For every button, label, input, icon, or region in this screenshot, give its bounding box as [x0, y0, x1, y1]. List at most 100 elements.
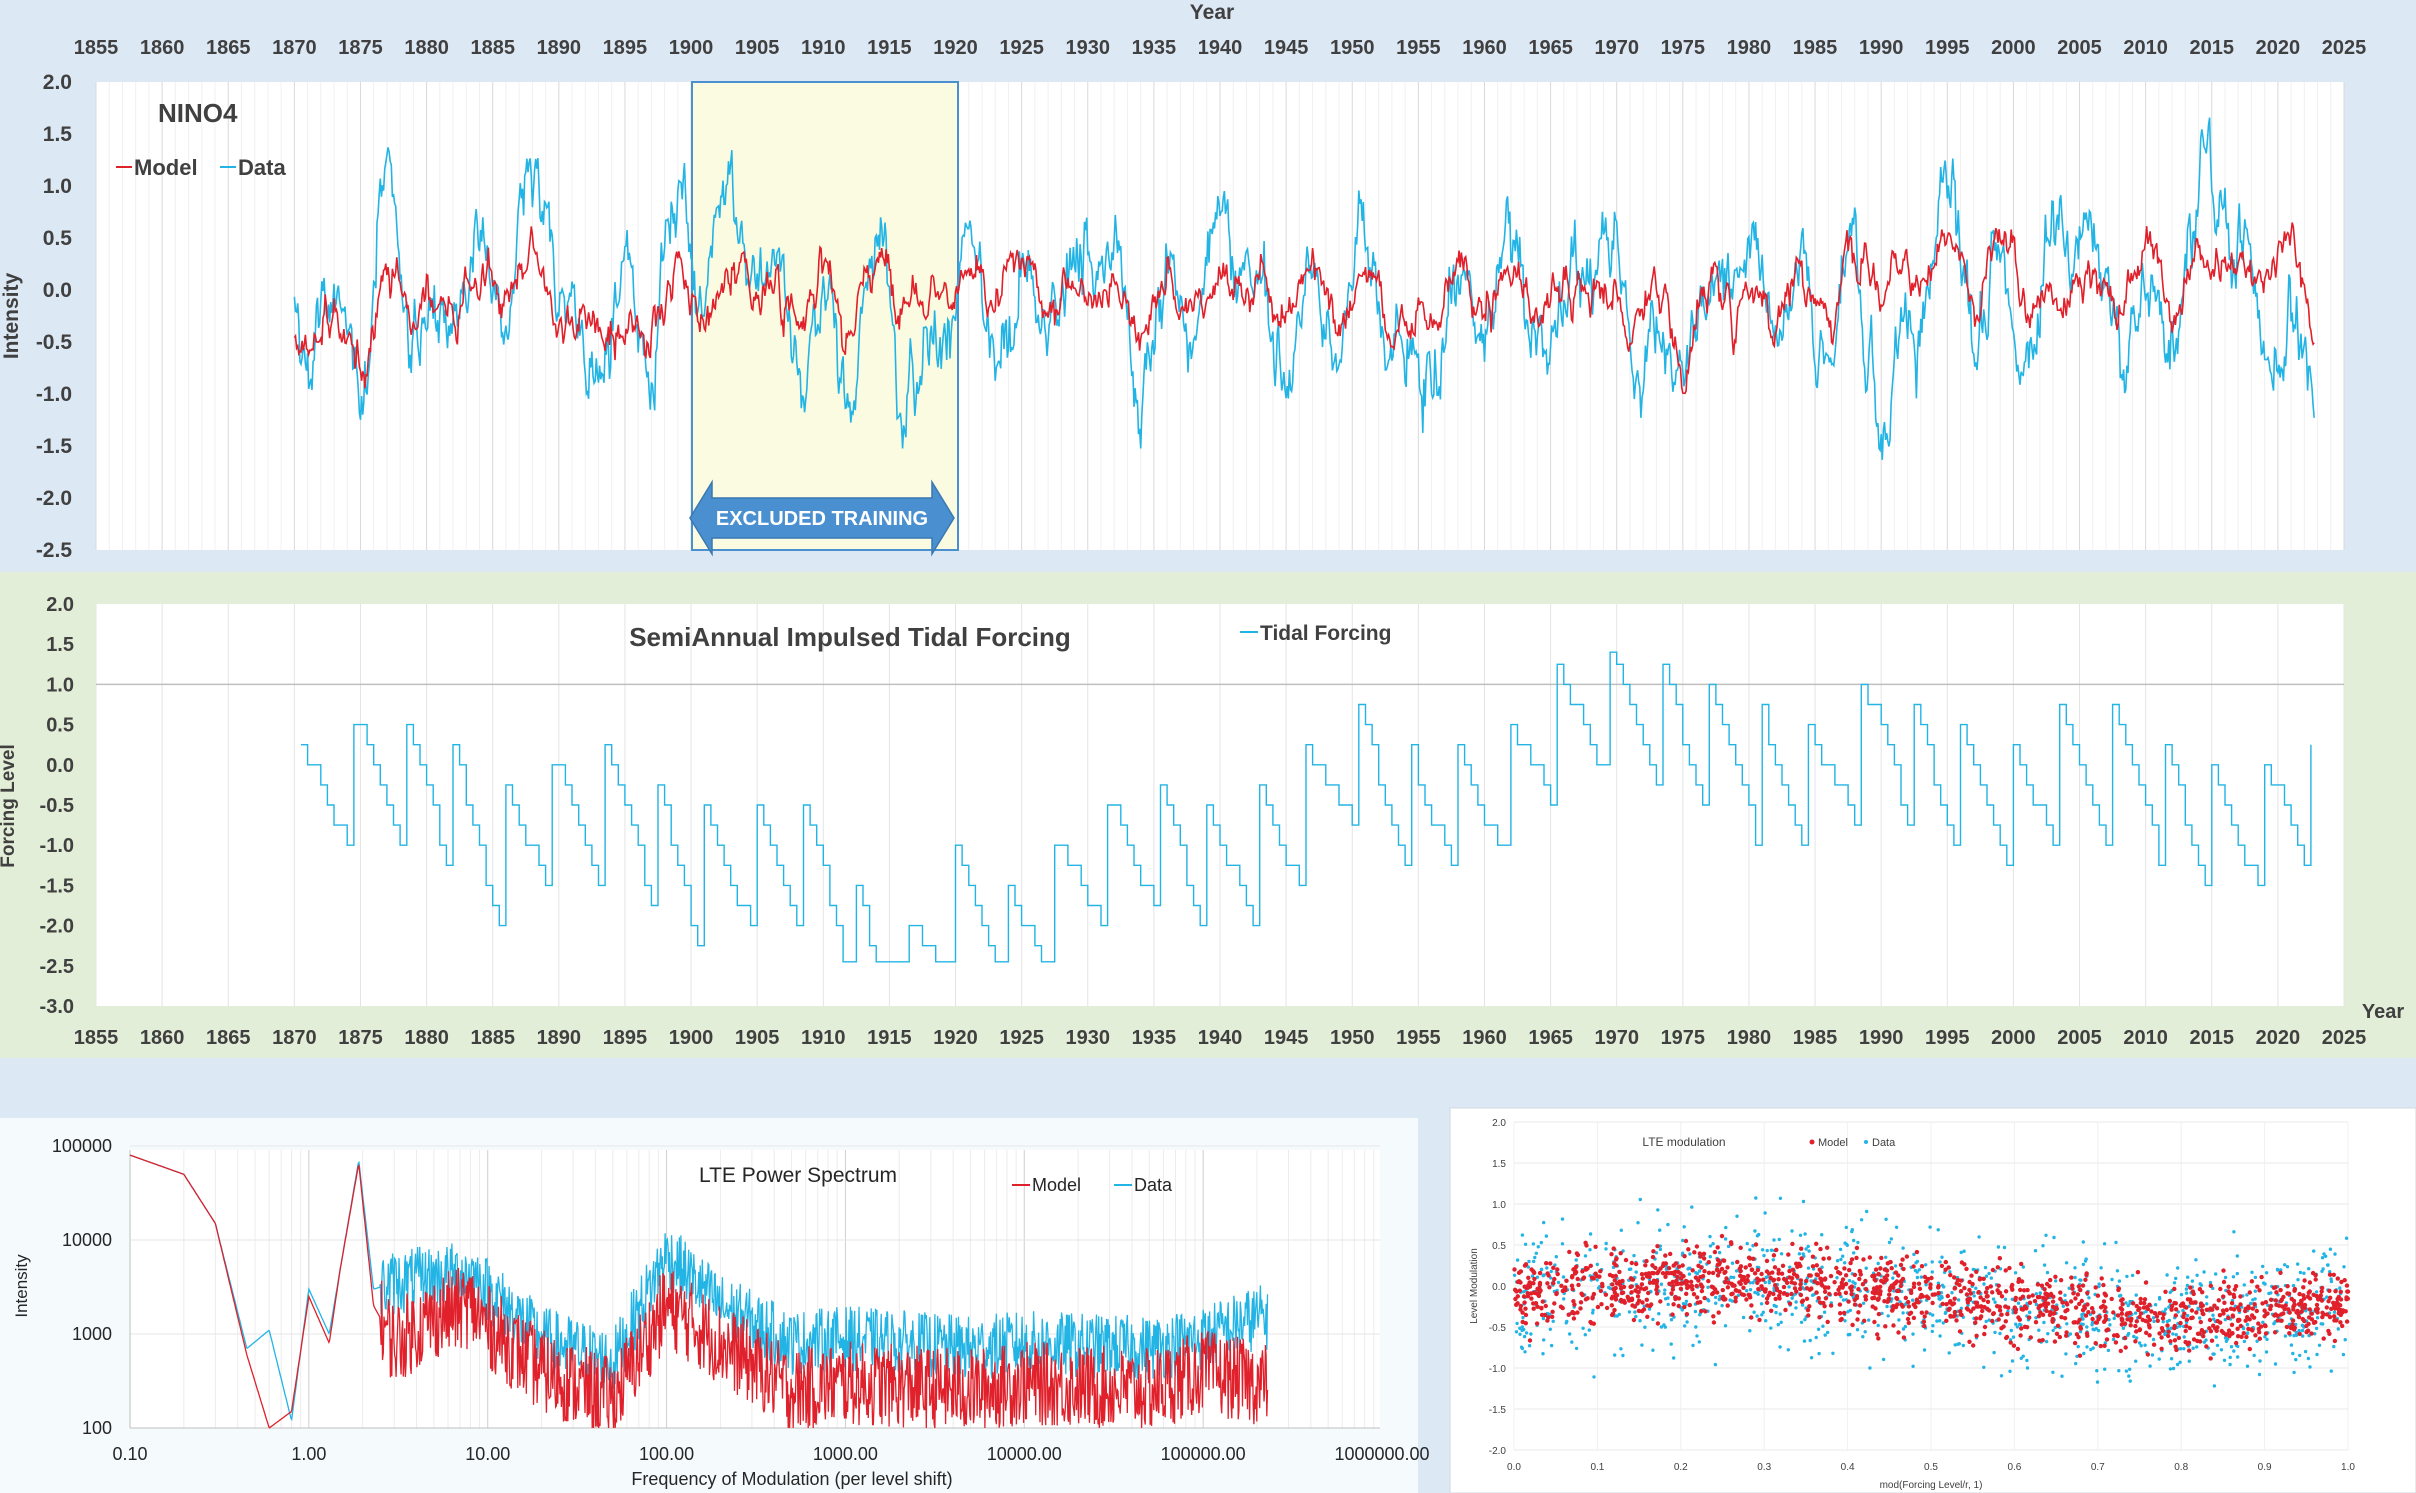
data-point — [2044, 1233, 2048, 1238]
model-point — [2160, 1316, 2166, 1321]
y-tick-label: -3.0 — [40, 996, 74, 1018]
model-point — [1826, 1256, 1832, 1261]
data-point — [1922, 1348, 1927, 1352]
model-point — [1534, 1321, 1540, 1326]
model-point — [1699, 1308, 1704, 1314]
data-point — [1541, 1316, 1546, 1321]
model-point — [1570, 1310, 1575, 1316]
model-point — [1889, 1266, 1894, 1271]
data-point — [1755, 1234, 1760, 1238]
model-point — [1675, 1274, 1680, 1280]
model-point — [1576, 1282, 1581, 1288]
data-point — [1807, 1249, 1811, 1253]
y-tick-label: 1000 — [72, 1324, 112, 1344]
model-point — [2145, 1352, 2151, 1357]
model-point — [2064, 1333, 2069, 1338]
model-point — [1849, 1291, 1854, 1297]
model-point — [1552, 1276, 1557, 1282]
data-point — [1998, 1331, 2002, 1336]
model-point — [1870, 1290, 1875, 1295]
model-point — [1545, 1281, 1550, 1286]
model-point — [2036, 1305, 2041, 1311]
model-point — [2054, 1331, 2060, 1337]
model-point — [1721, 1258, 1726, 1263]
model-point — [2282, 1306, 2287, 1312]
data-point — [1760, 1313, 1764, 1317]
data-point — [2067, 1286, 2071, 1291]
data-point — [2302, 1271, 2306, 1275]
model-point — [2122, 1335, 2128, 1341]
model-point — [2003, 1319, 2009, 1324]
model-point — [2101, 1319, 2107, 1325]
data-point — [2333, 1252, 2337, 1256]
model-point — [1974, 1300, 1980, 1306]
model-point — [2212, 1303, 2217, 1308]
model-point — [2309, 1311, 2314, 1316]
model-point — [2159, 1335, 2164, 1340]
model-point — [1539, 1305, 1544, 1311]
model-point — [2190, 1315, 2195, 1320]
model-point — [1644, 1274, 1650, 1279]
model-point — [2288, 1325, 2294, 1331]
model-point — [2234, 1340, 2239, 1346]
model-point — [2184, 1305, 2189, 1310]
model-point — [2147, 1333, 2152, 1338]
model-point — [1651, 1249, 1656, 1254]
data-point — [1897, 1318, 1901, 1322]
model-point — [1940, 1301, 1945, 1307]
model-point — [2133, 1323, 2138, 1329]
model-point — [1588, 1263, 1594, 1269]
data-point — [1663, 1325, 1668, 1329]
x-tick-label: 1970 — [1594, 37, 1639, 59]
model-point — [2185, 1342, 2190, 1347]
model-point — [1799, 1256, 1804, 1261]
model-point — [1600, 1281, 1605, 1287]
data-point — [1547, 1312, 1552, 1317]
model-point — [2237, 1317, 2242, 1323]
x-tick-label: 1900 — [669, 1027, 714, 1049]
model-point — [1911, 1264, 1916, 1269]
model-point — [1789, 1280, 1794, 1285]
model-point — [1957, 1329, 1963, 1334]
scatter-legend-data-marker — [1864, 1140, 1868, 1144]
data-point — [1799, 1320, 1804, 1325]
model-point — [2077, 1301, 2082, 1307]
model-point — [2297, 1291, 2302, 1297]
model-point — [2340, 1323, 2345, 1329]
model-point — [2343, 1309, 2348, 1314]
model-point — [2235, 1334, 2241, 1339]
data-point — [2151, 1316, 2156, 1320]
model-point — [1531, 1301, 1536, 1306]
model-point — [1871, 1286, 1877, 1291]
model-point — [1764, 1258, 1770, 1264]
data-point — [2080, 1313, 2084, 1317]
model-point — [1898, 1279, 1904, 1285]
data-point — [1808, 1338, 1812, 1343]
x-tick-label: 1980 — [1727, 1027, 1772, 1049]
data-point — [1708, 1244, 1713, 1248]
model-point — [2204, 1307, 2209, 1313]
forcing-ylabel: Forcing Level — [0, 744, 19, 868]
data-point — [2211, 1313, 2215, 1317]
data-point — [1892, 1289, 1896, 1293]
model-point — [1990, 1290, 1995, 1295]
model-point — [2309, 1317, 2315, 1322]
data-point — [1698, 1260, 1703, 1264]
model-point — [2338, 1297, 2344, 1302]
model-point — [1814, 1263, 1820, 1268]
model-point — [2174, 1347, 2179, 1353]
model-point — [2327, 1272, 2333, 1277]
data-point — [1777, 1237, 1782, 1242]
data-point — [2253, 1275, 2258, 1280]
data-point — [1588, 1232, 1593, 1236]
model-point — [2120, 1302, 2125, 1307]
y-tick-label: -1.0 — [1489, 1364, 1507, 1375]
data-point — [1523, 1242, 1528, 1247]
model-point — [1804, 1296, 1810, 1302]
model-point — [2166, 1333, 2171, 1339]
data-point — [2081, 1262, 2086, 1267]
model-point — [2262, 1314, 2267, 1319]
model-point — [2137, 1327, 2142, 1333]
model-point — [1619, 1290, 1625, 1296]
data-point — [1817, 1351, 1821, 1356]
